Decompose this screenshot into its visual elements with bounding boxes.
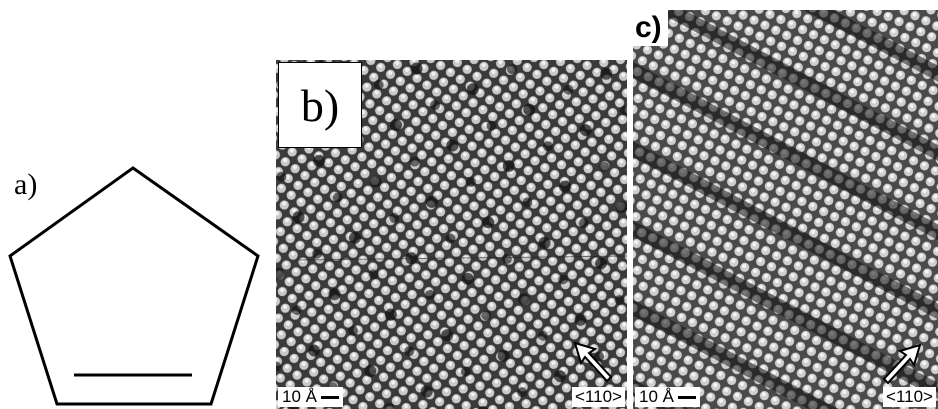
direction-label-c: <110>	[883, 387, 936, 407]
direction-arrow-icon-b	[573, 341, 613, 383]
stm-image-b: b) 10 Å <110>	[276, 60, 627, 409]
stm-texture-b	[276, 60, 627, 409]
direction-label-b: <110>	[572, 387, 625, 407]
stm-texture-c	[633, 10, 938, 409]
scale-label-c: 10 Å	[639, 387, 674, 406]
scale-bar-b: 10 Å	[278, 387, 343, 407]
scale-bar-c: 10 Å	[635, 387, 700, 407]
scale-label-b: 10 Å	[282, 387, 317, 406]
pentagon-outline	[8, 166, 260, 406]
panel-b-label: b)	[278, 62, 362, 148]
pentagon-diagram	[8, 166, 260, 406]
direction-arrow-icon-c	[882, 343, 922, 385]
scale-bar-line-c	[677, 395, 696, 399]
panel-a-label: a)	[14, 168, 38, 201]
stm-image-c: c) 10 Å <110>	[633, 10, 938, 409]
panel-c-label: c)	[633, 10, 668, 46]
scale-bar-line-b	[320, 395, 339, 399]
